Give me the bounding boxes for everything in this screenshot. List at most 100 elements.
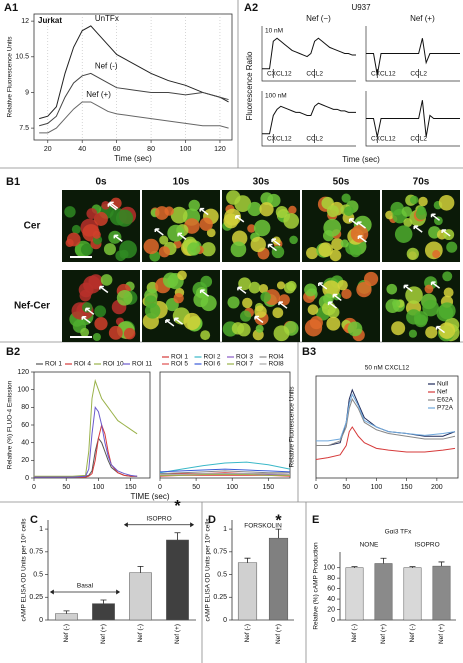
micrograph (142, 270, 220, 342)
y-tick-label: 60 (21, 422, 29, 429)
cell (326, 205, 339, 218)
bar (268, 537, 289, 621)
cell (275, 205, 288, 219)
micrograph (382, 190, 460, 262)
cell (403, 218, 413, 228)
legend-label: ROI 2 (204, 354, 221, 361)
cell (443, 287, 454, 298)
cell (226, 190, 241, 205)
y-axis-label: Relative Fluorescence Units (7, 36, 14, 118)
legend-label: ROI 11 (132, 361, 152, 368)
cell (66, 232, 81, 247)
cell (255, 324, 264, 333)
x-axis-label: Time (sec) (342, 155, 380, 164)
micrograph (302, 270, 380, 342)
bar (432, 565, 451, 621)
x-tick-label: Nef (+) (380, 624, 387, 644)
error-bar (409, 566, 416, 568)
cell (173, 293, 184, 304)
arrow (108, 201, 119, 209)
annotation: CCL2 (410, 136, 427, 143)
cell (350, 225, 369, 243)
x-tick-label: 80 (147, 146, 155, 153)
bar (92, 603, 115, 621)
series-line (316, 398, 456, 447)
legend-label: ROI 6 (204, 361, 221, 368)
chart-title: Jurkat (38, 16, 62, 25)
series-line (262, 37, 356, 70)
arrow (235, 215, 245, 223)
cell (392, 299, 401, 308)
y-axis-label: Fluorescence Ratio (245, 51, 254, 120)
x-tick-label: Nef (+) (100, 624, 107, 644)
x-tick-label: Nef (-) (351, 624, 358, 642)
cell (71, 224, 81, 234)
y-tick-label: 20 (21, 457, 29, 464)
cell (183, 312, 201, 330)
y-tick-label: 60 (327, 585, 335, 592)
cell (144, 295, 158, 309)
bar (55, 613, 78, 621)
cell (100, 274, 113, 286)
cell (323, 218, 342, 237)
cell (425, 326, 438, 339)
x-tick-label: 120 (214, 146, 226, 153)
y-tick-label: 120 (17, 369, 29, 376)
cell (343, 206, 354, 217)
row-label: Cer (24, 221, 41, 232)
cell (247, 201, 262, 217)
cell (341, 288, 352, 300)
time-label: 70s (413, 177, 430, 188)
y-axis-label: Relative (%) cAMP Production (313, 542, 320, 630)
y-tick-label: 100 (17, 387, 29, 394)
plot-frame (315, 375, 459, 479)
annotation: CXCL12 (267, 136, 292, 143)
legend-label: ROI 3 (236, 354, 253, 361)
cell (432, 250, 441, 259)
annotation: CXCL12 (371, 71, 396, 78)
x-tick-label: 0 (32, 484, 36, 491)
y-tick-label: 7.5 (19, 125, 29, 132)
cell (158, 246, 170, 258)
series-label: Nef (+) (86, 90, 111, 99)
y-tick-label: 0.5 (33, 571, 43, 578)
series-line (262, 102, 356, 135)
cell (177, 270, 187, 281)
cell (94, 317, 108, 331)
cell (199, 217, 213, 231)
cell (159, 235, 169, 245)
error-bar (275, 528, 282, 539)
y-tick-label: 40 (327, 596, 335, 603)
x-axis-label: Time (sec) (114, 154, 152, 163)
cell (413, 311, 429, 326)
cell (401, 206, 413, 217)
cell (273, 325, 290, 342)
x-tick-label: 200 (431, 484, 443, 491)
panel-label: B2 (6, 346, 20, 358)
y-tick-label: 0.75 (213, 549, 227, 556)
series-line (160, 473, 291, 475)
error-bar (380, 557, 387, 564)
arrow (332, 293, 342, 302)
x-tick-label: 100 (180, 146, 192, 153)
bar (237, 562, 258, 621)
x-tick-label: Nef (-) (63, 624, 70, 642)
cell (329, 249, 342, 262)
cell (322, 280, 341, 298)
series-line (159, 470, 290, 475)
panel-label: A2 (244, 2, 258, 14)
x-tick-label: Nef (-) (244, 624, 251, 642)
plot-frame (33, 13, 233, 141)
chart-title: FORSKOLIN (244, 523, 282, 530)
error-bar (137, 565, 144, 573)
cell (364, 271, 379, 287)
x-tick-label: Nef (-) (137, 624, 144, 642)
cell (260, 291, 271, 303)
row-label: 100 nM (265, 93, 287, 100)
x-tick-label: 150 (125, 484, 137, 491)
cell (253, 219, 271, 237)
group-label: ISOPRO (146, 515, 171, 522)
y-tick-label: 0.25 (213, 594, 227, 601)
cell (289, 235, 298, 245)
cell (326, 316, 341, 331)
